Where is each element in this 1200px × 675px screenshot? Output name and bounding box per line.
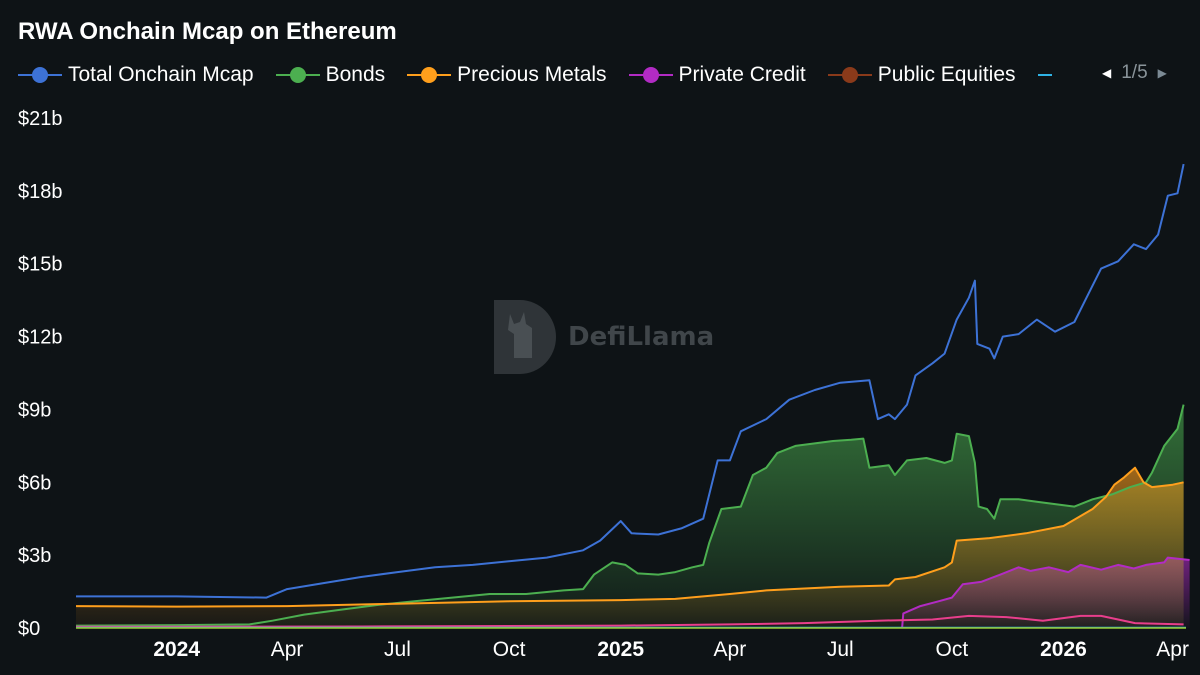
x-tick-label: 2024 xyxy=(153,638,200,661)
y-tick-label: $3b xyxy=(18,545,51,567)
series-lines xyxy=(75,163,1190,629)
legend-item-partial[interactable] xyxy=(1037,65,1052,85)
legend-item-private-credit[interactable]: Private Credit xyxy=(628,63,806,87)
legend-item-total-onchain-mcap[interactable]: Total Onchain Mcap xyxy=(18,63,254,87)
x-tick-label: 2025 xyxy=(597,638,644,661)
y-tick-label: $0 xyxy=(18,618,40,640)
legend-label: Precious Metals xyxy=(457,63,607,86)
x-tick-label: Jul xyxy=(827,638,854,661)
next-page-icon[interactable]: ▶ xyxy=(1157,66,1167,80)
legend-pager: ◀ 1/5 ▶ xyxy=(1102,62,1167,84)
legend-swatch-bonds-icon xyxy=(275,65,320,85)
series-line xyxy=(76,163,1185,599)
legend-swatch-precious-metals-icon xyxy=(407,65,452,85)
x-tick-label: Oct xyxy=(493,638,526,661)
y-tick-label: $12b xyxy=(18,327,63,349)
chart-title: RWA Onchain Mcap on Ethereum xyxy=(18,18,397,45)
legend-swatch-public-equities-icon xyxy=(827,65,872,85)
watermark: DefiLlama xyxy=(490,300,714,374)
watermark-text: DefiLlama xyxy=(568,322,715,352)
y-axis: $0 $3b $6b $9b $12b $15b $18b $21b xyxy=(18,108,63,640)
y-tick-label: $6b xyxy=(18,472,51,494)
y-tick-label: $18b xyxy=(18,181,63,203)
x-tick-label: Apr xyxy=(714,638,747,661)
legend-swatch-partial-icon xyxy=(1037,65,1052,85)
prev-page-icon[interactable]: ◀ xyxy=(1102,66,1112,80)
series-line xyxy=(75,614,1184,628)
series-line xyxy=(901,556,1190,629)
x-tick-label: Oct xyxy=(936,638,969,661)
legend-label: Total Onchain Mcap xyxy=(68,63,254,86)
legend-label: Public Equities xyxy=(877,63,1016,86)
legend-item-precious-metals[interactable]: Precious Metals xyxy=(407,63,607,87)
series-line xyxy=(75,466,1184,608)
defillama-logo-icon xyxy=(494,300,556,374)
x-tick-label: Apr xyxy=(271,638,304,661)
y-tick-label: $21b xyxy=(18,108,63,130)
legend-swatch-private-credit-icon xyxy=(628,65,673,85)
series-area xyxy=(76,404,1184,628)
x-tick-label: Jul xyxy=(384,638,411,661)
legend-page-indicator: 1/5 xyxy=(1121,62,1148,83)
series-area xyxy=(76,467,1184,628)
legend-label: Bonds xyxy=(325,63,386,86)
legend-item-bonds[interactable]: Bonds xyxy=(275,63,386,87)
legend-item-public-equities[interactable]: Public Equities xyxy=(827,63,1016,87)
series-line xyxy=(75,404,1185,627)
x-tick-label: 2026 xyxy=(1040,638,1087,661)
x-tick-label: Apr xyxy=(1156,638,1189,661)
y-tick-label: $15b xyxy=(18,254,63,276)
legend: Total Onchain Mcap Bonds Precious Metals… xyxy=(18,60,1074,90)
legend-swatch-total-icon xyxy=(18,65,62,85)
x-axis: 2024 Apr Jul Oct 2025 Apr Jul Oct 2026 Apr xyxy=(153,638,1189,661)
y-tick-label: $9b xyxy=(18,399,51,421)
legend-label: Private Credit xyxy=(678,63,806,86)
series-areas xyxy=(76,404,1190,628)
